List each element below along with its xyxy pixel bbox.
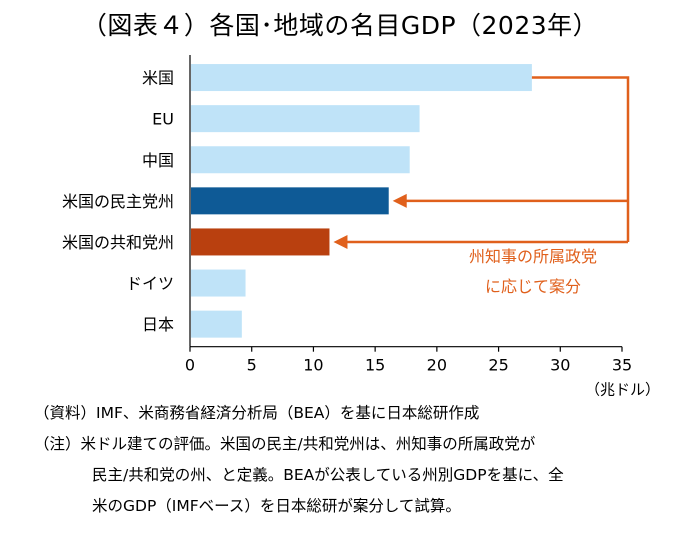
x-tick-label: 10 bbox=[303, 356, 323, 375]
x-tick-label: 15 bbox=[365, 356, 385, 375]
x-axis: 0 5 10 15 20 25 30 35 （兆ドル） bbox=[185, 55, 660, 399]
bar bbox=[191, 64, 532, 92]
category-label: 米国の民主党州 bbox=[62, 192, 174, 211]
annotation-arrowhead bbox=[333, 234, 348, 249]
x-tick-label: 35 bbox=[612, 356, 632, 375]
note-line: 民主/共和党の州、と定義。BEAが公表している州別GDPを基に、全 bbox=[92, 466, 564, 484]
category-label: 中国 bbox=[142, 151, 174, 170]
x-unit-label: （兆ドル） bbox=[585, 381, 660, 399]
source-row: （資料） IMF、米商務省経済分析局（BEA）を基に日本総研作成 bbox=[34, 398, 674, 429]
category-label: ドイツ bbox=[126, 274, 174, 293]
bar bbox=[191, 269, 246, 297]
category-label: 米国の共和党州 bbox=[62, 233, 174, 252]
source-label: （資料） bbox=[34, 404, 97, 422]
note-row: （注） 米ドル建ての評価。米国の民主/共和党州は、州知事の所属政党が bbox=[34, 429, 674, 460]
bar bbox=[191, 187, 389, 215]
notes: （資料） IMF、米商務省経済分析局（BEA）を基に日本総研作成 （注） 米ドル… bbox=[34, 398, 674, 522]
annotation-text: 州知事の所属政党 bbox=[469, 247, 597, 266]
bar bbox=[191, 105, 420, 133]
bar bbox=[191, 310, 242, 338]
category-label: 米国 bbox=[142, 69, 174, 88]
x-tick-label: 25 bbox=[488, 356, 508, 375]
category-label: 日本 bbox=[142, 315, 174, 334]
annotation-text: に応じて案分 bbox=[485, 277, 581, 296]
bars-group bbox=[191, 64, 532, 338]
x-tick-label: 30 bbox=[550, 356, 570, 375]
source-text: IMF、米商務省経済分析局（BEA）を基に日本総研作成 bbox=[96, 404, 480, 422]
note-line: 米ドル建ての評価。米国の民主/共和党州は、州知事の所属政党が bbox=[80, 435, 536, 453]
x-tick-label: 0 bbox=[185, 356, 195, 375]
bar bbox=[191, 146, 410, 174]
chart-title: （図表４）各国･地域の名目GDP（2023年） bbox=[81, 11, 599, 40]
bar bbox=[191, 228, 330, 256]
note-line: 米のGDP（IMFベース）を日本総研が案分して試算。 bbox=[92, 497, 461, 515]
note-label: （注） bbox=[34, 435, 81, 453]
annotation-bracket bbox=[531, 76, 630, 242]
x-tick-label: 20 bbox=[427, 356, 447, 375]
annotation-arrowhead bbox=[392, 193, 407, 208]
x-tick-label: 5 bbox=[247, 356, 257, 375]
category-label: EU bbox=[152, 110, 174, 129]
